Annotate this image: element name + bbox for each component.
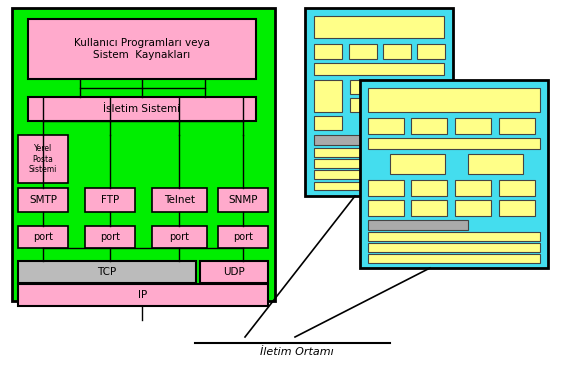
Bar bbox=[314, 135, 404, 145]
Bar bbox=[314, 148, 444, 157]
Bar bbox=[368, 138, 540, 149]
Text: IP: IP bbox=[139, 290, 148, 300]
Bar bbox=[499, 118, 535, 134]
Bar bbox=[468, 154, 523, 174]
Bar bbox=[390, 154, 445, 174]
Bar bbox=[455, 180, 491, 196]
Bar bbox=[411, 200, 447, 216]
Bar bbox=[383, 44, 411, 59]
Bar bbox=[152, 226, 207, 248]
Bar bbox=[350, 98, 378, 112]
Bar bbox=[368, 220, 468, 230]
Bar bbox=[28, 19, 256, 79]
Bar bbox=[411, 118, 447, 134]
Bar bbox=[416, 98, 444, 112]
Text: UDP: UDP bbox=[223, 267, 245, 277]
Text: SNMP: SNMP bbox=[228, 195, 257, 205]
Bar bbox=[314, 16, 444, 38]
Bar bbox=[416, 80, 444, 94]
Bar bbox=[18, 188, 68, 212]
Bar bbox=[368, 254, 540, 263]
Bar bbox=[218, 188, 268, 212]
Text: Yerel
Posta
Sistemi: Yerel Posta Sistemi bbox=[29, 144, 57, 174]
Bar bbox=[368, 180, 404, 196]
Bar bbox=[85, 226, 135, 248]
Text: port: port bbox=[169, 232, 190, 242]
Bar bbox=[152, 188, 207, 212]
Bar bbox=[18, 284, 268, 306]
Bar bbox=[314, 44, 342, 59]
Bar bbox=[360, 80, 548, 268]
Bar bbox=[368, 200, 404, 216]
Bar bbox=[368, 88, 540, 112]
Bar bbox=[18, 135, 68, 183]
Bar bbox=[85, 188, 135, 212]
Bar bbox=[383, 98, 411, 112]
Bar bbox=[314, 170, 444, 179]
Text: Kullanıcı Programları veya
Sistem  Kaynakları: Kullanıcı Programları veya Sistem Kaynak… bbox=[74, 38, 210, 60]
Bar bbox=[349, 44, 377, 59]
Bar bbox=[499, 180, 535, 196]
Bar bbox=[12, 8, 275, 301]
Bar bbox=[18, 261, 196, 283]
Bar bbox=[455, 200, 491, 216]
Bar bbox=[383, 80, 411, 94]
Bar bbox=[200, 261, 268, 283]
Bar bbox=[411, 180, 447, 196]
Bar bbox=[314, 182, 444, 190]
Bar bbox=[368, 232, 540, 241]
Bar bbox=[218, 226, 268, 248]
Bar bbox=[314, 63, 444, 75]
Text: port: port bbox=[100, 232, 120, 242]
Bar bbox=[305, 8, 453, 196]
Bar bbox=[368, 243, 540, 252]
Text: port: port bbox=[233, 232, 253, 242]
Bar bbox=[314, 116, 342, 130]
Bar bbox=[28, 97, 256, 121]
Text: TCP: TCP bbox=[98, 267, 117, 277]
Bar bbox=[18, 226, 68, 248]
Bar bbox=[350, 80, 378, 94]
Text: SMTP: SMTP bbox=[29, 195, 57, 205]
Text: Telnet: Telnet bbox=[164, 195, 195, 205]
Bar bbox=[314, 159, 444, 168]
Text: FTP: FTP bbox=[101, 195, 119, 205]
Text: İsletim Sistemi: İsletim Sistemi bbox=[103, 104, 181, 114]
Bar bbox=[368, 118, 404, 134]
Bar bbox=[499, 200, 535, 216]
Bar bbox=[314, 80, 342, 112]
Text: port: port bbox=[33, 232, 53, 242]
Bar bbox=[417, 44, 445, 59]
Text: İletim Ortamı: İletim Ortamı bbox=[260, 347, 334, 357]
Bar bbox=[455, 118, 491, 134]
